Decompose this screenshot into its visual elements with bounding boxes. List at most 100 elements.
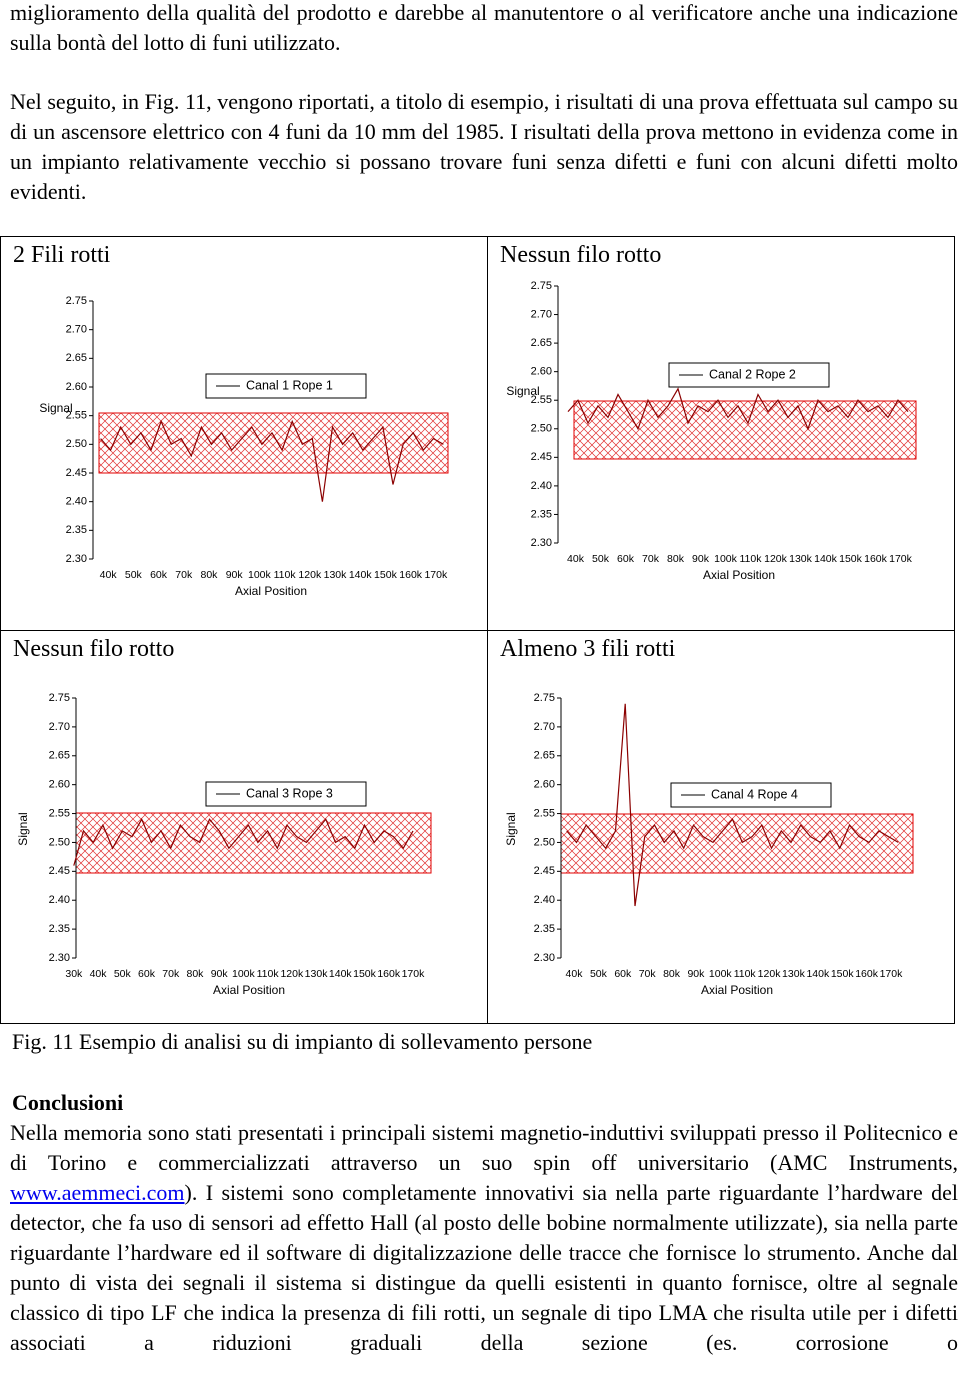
x-tick-label: 110k bbox=[274, 569, 297, 581]
chart: 2.30 2.35 2.40 2.45 2.50 2.55 2.60 2.65 2.70 2.75… bbox=[16, 692, 432, 997]
figure-panel: Nessun filo rotto 2.30 2.35 2.40 2.45 2.50 2.5… bbox=[488, 237, 956, 631]
x-tick-label: 130k bbox=[789, 553, 813, 565]
x-tick-label: 170k bbox=[880, 968, 904, 980]
y-tick-label: 2.60 bbox=[531, 366, 552, 378]
x-tick-label: 100k bbox=[709, 968, 733, 980]
x-tick-label: 160k bbox=[864, 553, 888, 565]
y-tick-label: 2.35 bbox=[534, 923, 555, 935]
y-tick-label: 2.75 bbox=[66, 295, 87, 307]
y-tick-label: 2.30 bbox=[66, 553, 87, 565]
x-tick-label: 50k bbox=[125, 569, 143, 581]
x-tick-label: 50k bbox=[592, 553, 610, 565]
y-tick-label: 2.65 bbox=[49, 750, 70, 762]
y-tick-label: 2.55 bbox=[49, 807, 70, 819]
y-tick-label: 2.65 bbox=[531, 337, 552, 349]
y-axis-label: Signal bbox=[39, 401, 72, 415]
x-tick-label: 150k bbox=[839, 553, 863, 565]
x-tick-label: 100k bbox=[232, 968, 256, 980]
figure-panel: 2 Fili rotti 2.30 2.35 2.40 2.45 2.50 2.55 2.60… bbox=[1, 237, 469, 631]
y-tick-label: 2.70 bbox=[66, 324, 87, 336]
highlight-box bbox=[75, 812, 432, 874]
y-axis-label: Signal bbox=[16, 812, 30, 845]
x-tick-label: 150k bbox=[353, 968, 377, 980]
paragraph: miglioramento della qualità del prodotto… bbox=[10, 0, 958, 55]
x-tick-label: 140k bbox=[329, 968, 353, 980]
x-tick-label: 70k bbox=[175, 569, 193, 581]
x-tick-label: 60k bbox=[617, 553, 635, 565]
x-tick-label: 90k bbox=[226, 569, 244, 581]
x-tick-label: 150k bbox=[374, 569, 398, 581]
y-tick-label: 2.40 bbox=[534, 894, 555, 906]
y-tick-label: 2.50 bbox=[49, 836, 70, 848]
x-tick-label: 140k bbox=[349, 569, 373, 581]
y-tick-label: 2.50 bbox=[534, 836, 555, 848]
figure: 2 Fili rotti 2.30 2.35 2.40 2.45 2.50 2.55 2.60… bbox=[0, 236, 955, 1024]
x-tick-label: 130k bbox=[324, 569, 348, 581]
y-tick-label: 2.70 bbox=[534, 721, 555, 733]
x-tick-label: 50k bbox=[590, 968, 608, 980]
x-tick-label: 100k bbox=[248, 569, 272, 581]
y-tick-label: 2.60 bbox=[534, 779, 555, 791]
x-tick-label: 110k bbox=[257, 968, 280, 980]
x-tick-label: 90k bbox=[211, 968, 229, 980]
y-tick-label: 2.55 bbox=[531, 394, 552, 406]
paragraph: Nella memoria sono stati presentati i pr… bbox=[10, 1118, 958, 1358]
signal-line bbox=[100, 419, 444, 502]
highlight-box bbox=[573, 400, 917, 460]
x-tick-label: 70k bbox=[642, 553, 660, 565]
y-tick-label: 2.65 bbox=[534, 750, 555, 762]
x-tick-label: 40k bbox=[100, 569, 118, 581]
x-tick-label: 50k bbox=[114, 968, 132, 980]
legend-label: Canal 4 Rope 4 bbox=[711, 787, 798, 801]
signal-line bbox=[567, 387, 909, 431]
chart: 2.30 2.35 2.40 2.45 2.50 2.55 2.60 2.65 2.70 2.75… bbox=[506, 280, 917, 582]
x-tick-label: 40k bbox=[567, 553, 585, 565]
panel-heading: 2 Fili rotti bbox=[13, 242, 111, 268]
y-tick-label: 2.40 bbox=[66, 496, 87, 508]
x-tick-label: 70k bbox=[162, 968, 180, 980]
legend-label: Canal 3 Rope 3 bbox=[246, 786, 333, 800]
panel-heading: Nessun filo rotto bbox=[500, 242, 662, 268]
chart: 2.30 2.35 2.40 2.45 2.50 2.55 2.60 2.65 2.70 2.75… bbox=[504, 692, 914, 997]
x-tick-label: 40k bbox=[90, 968, 108, 980]
y-tick-label: 2.40 bbox=[531, 480, 552, 492]
y-tick-label: 2.45 bbox=[49, 865, 70, 877]
y-tick-label: 2.30 bbox=[531, 537, 552, 549]
divider bbox=[1, 630, 954, 631]
x-tick-label: 140k bbox=[814, 553, 838, 565]
highlight-box bbox=[98, 412, 449, 474]
y-tick-label: 2.30 bbox=[49, 952, 70, 964]
y-tick-label: 2.50 bbox=[66, 438, 87, 450]
x-tick-label: 80k bbox=[667, 553, 685, 565]
y-tick-label: 2.45 bbox=[534, 865, 555, 877]
x-tick-label: 160k bbox=[399, 569, 423, 581]
y-tick-label: 2.75 bbox=[531, 280, 552, 292]
x-tick-label: 40k bbox=[566, 968, 584, 980]
x-tick-label: 70k bbox=[639, 968, 657, 980]
x-axis-label: Axial Position bbox=[703, 568, 775, 582]
x-tick-label: 110k bbox=[734, 968, 757, 980]
y-tick-label: 2.45 bbox=[531, 451, 552, 463]
highlight-box bbox=[560, 813, 914, 874]
x-tick-label: 130k bbox=[305, 968, 329, 980]
y-tick-label: 2.60 bbox=[66, 381, 87, 393]
link[interactable]: www.aemmeci.com bbox=[10, 1180, 185, 1205]
x-axis-label: Axial Position bbox=[213, 983, 285, 997]
figure-panel: Nessun filo rotto 2.30 2.35 2.40 2.45 2.50 2.5… bbox=[1, 631, 469, 1025]
y-tick-label: 2.55 bbox=[534, 807, 555, 819]
y-axis-label: Signal bbox=[504, 812, 518, 845]
y-tick-label: 2.60 bbox=[49, 779, 70, 791]
y-tick-label: 2.35 bbox=[66, 524, 87, 536]
y-tick-label: 2.70 bbox=[49, 721, 70, 733]
x-tick-label: 80k bbox=[186, 968, 204, 980]
x-tick-label: 110k bbox=[740, 553, 763, 565]
legend-label: Canal 2 Rope 2 bbox=[709, 367, 796, 381]
x-tick-label: 120k bbox=[280, 968, 304, 980]
y-tick-label: 2.70 bbox=[531, 308, 552, 320]
x-tick-label: 170k bbox=[402, 968, 426, 980]
x-tick-label: 80k bbox=[201, 569, 219, 581]
x-tick-label: 100k bbox=[714, 553, 738, 565]
signal-line bbox=[566, 703, 899, 907]
x-tick-label: 120k bbox=[764, 553, 788, 565]
